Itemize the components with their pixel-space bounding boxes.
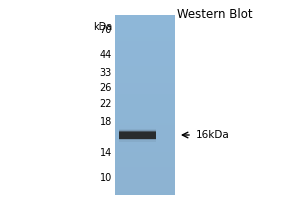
Text: 22: 22 [100,99,112,109]
Bar [119,129,156,142]
Text: 18: 18 [100,117,112,127]
Text: 10: 10 [100,173,112,183]
Text: kDa: kDa [93,22,112,32]
Text: 33: 33 [100,68,112,78]
Text: 14: 14 [100,148,112,158]
Text: 16kDa: 16kDa [196,130,230,140]
Text: 26: 26 [100,83,112,93]
Bar [119,131,156,139]
Bar [119,132,156,138]
Text: Western Blot: Western Blot [177,8,253,21]
Bar [119,130,156,140]
Text: 44: 44 [100,50,112,60]
Text: 70: 70 [100,25,112,35]
